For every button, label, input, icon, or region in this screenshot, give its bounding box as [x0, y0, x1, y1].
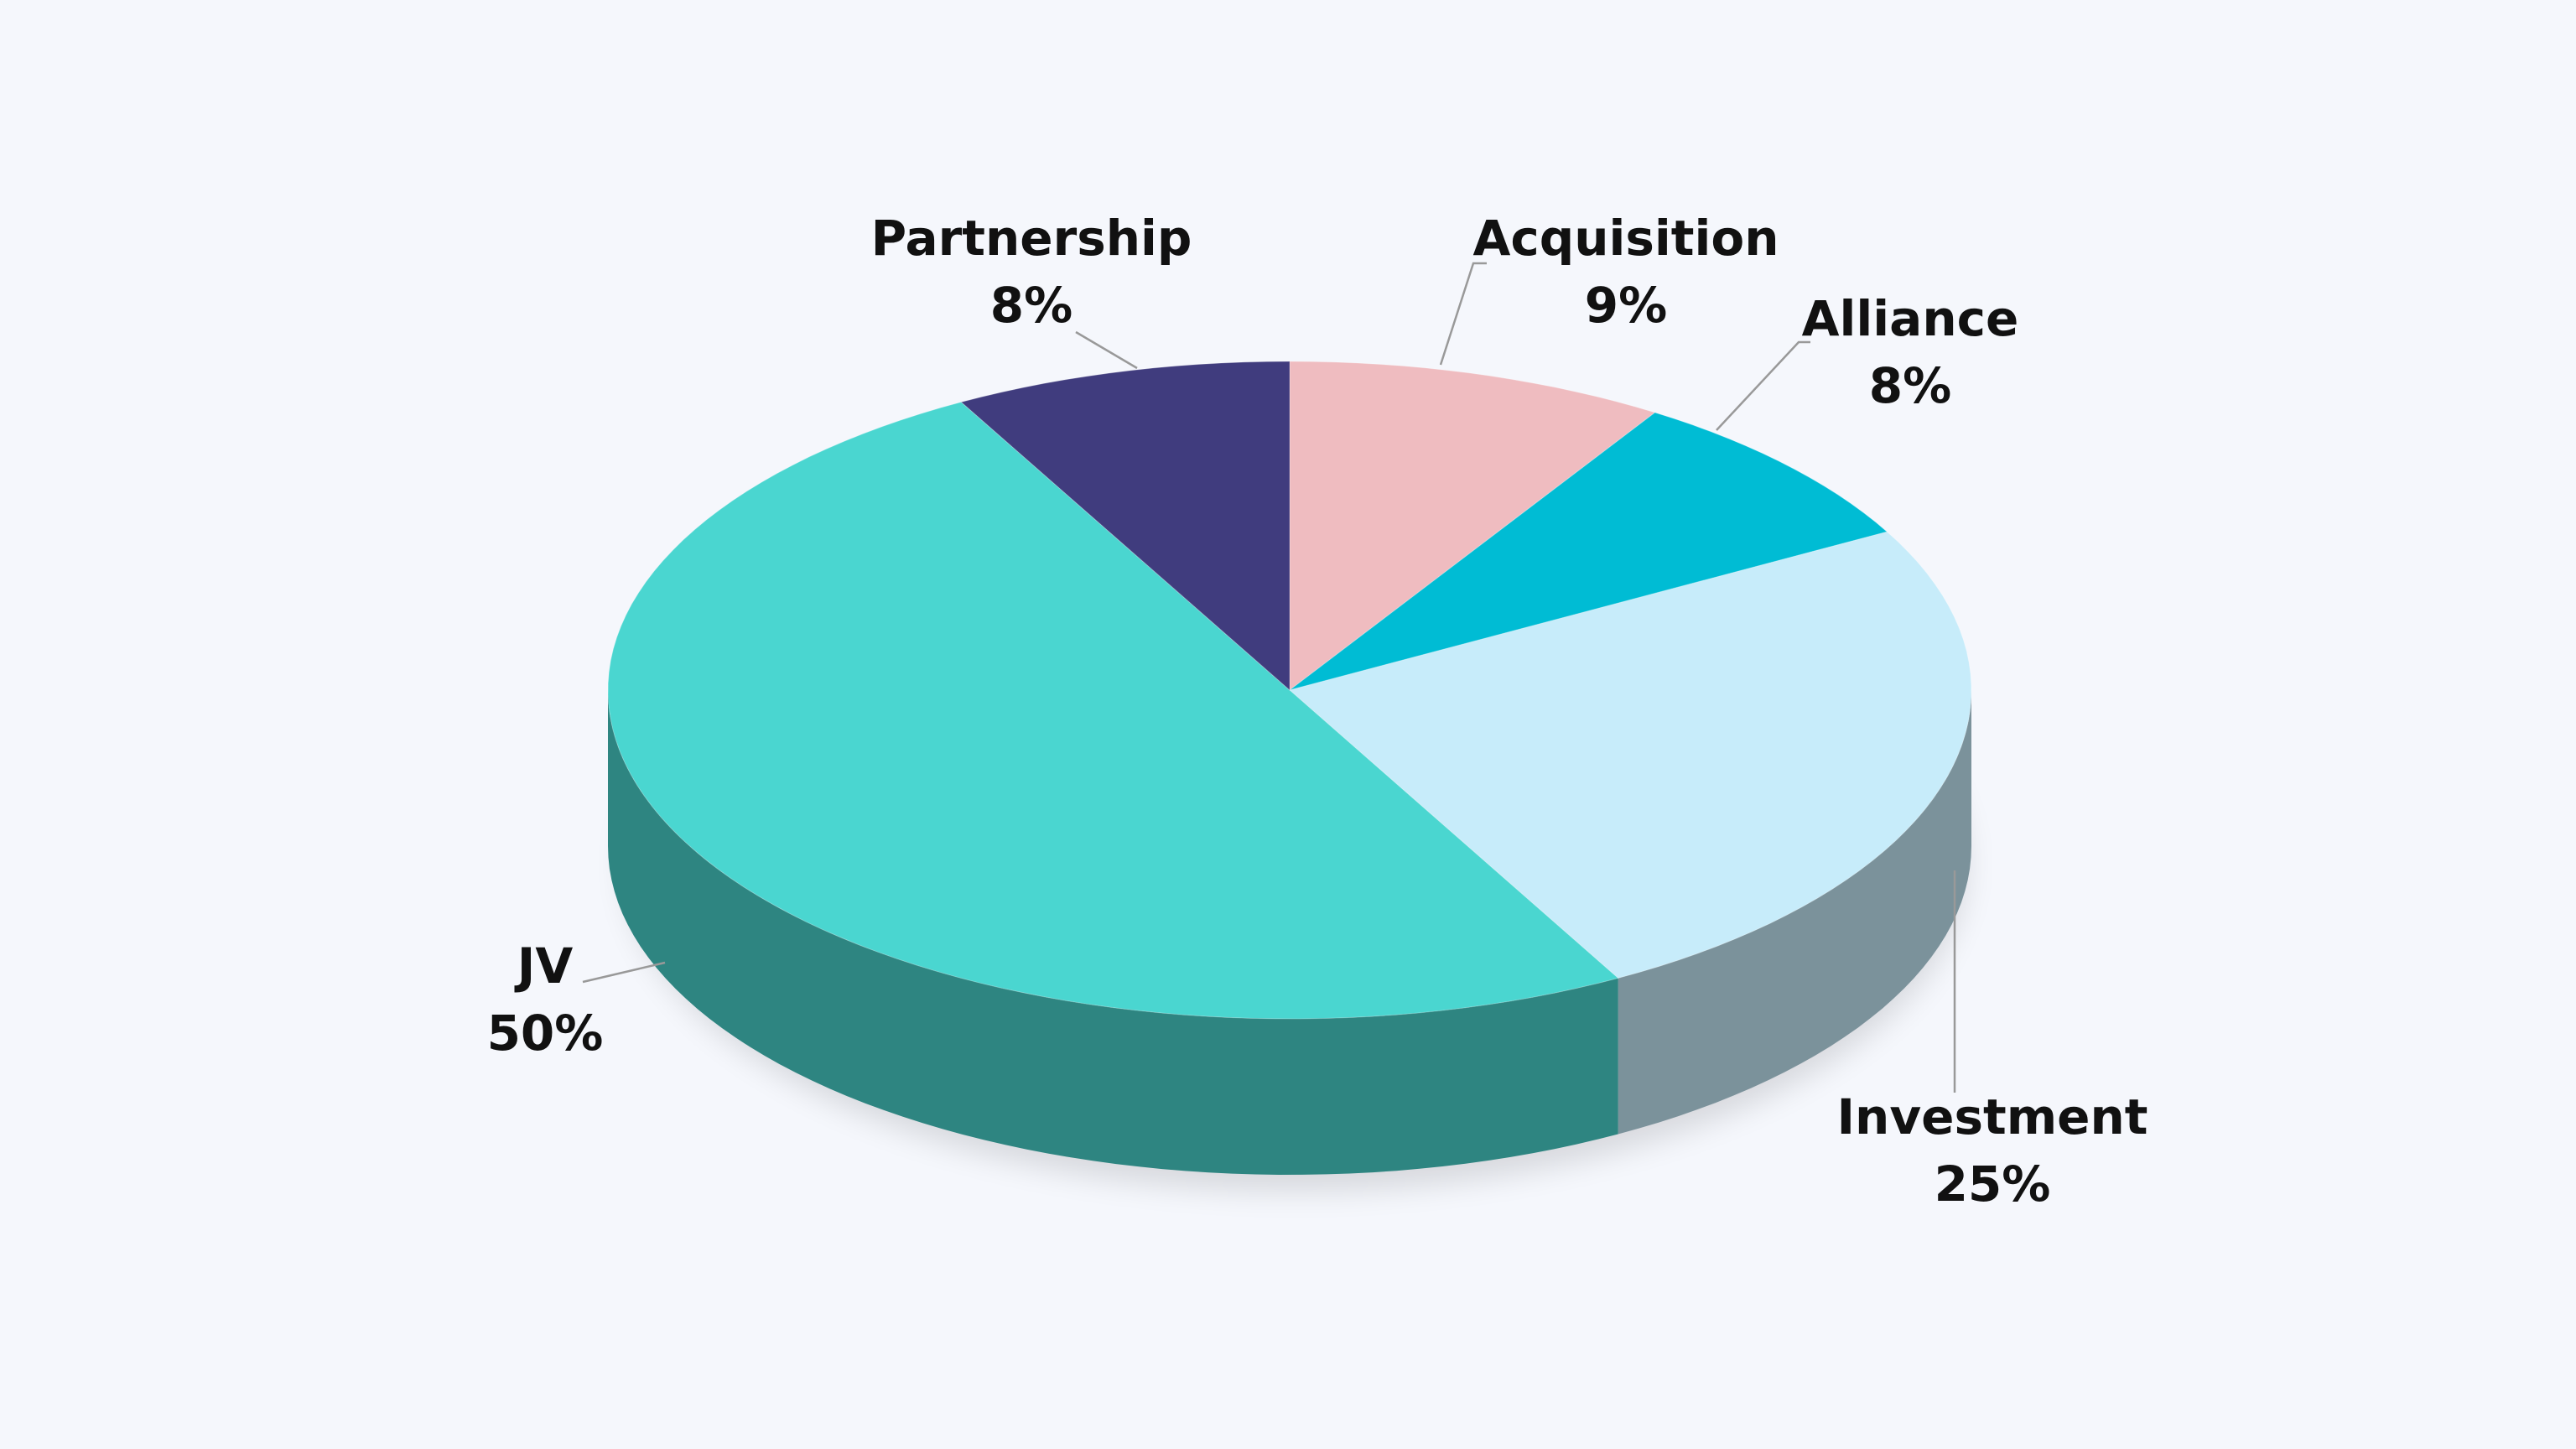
labels: Acquisition 9% Alliance 8% Investment 25% JV 50… — [487, 210, 2148, 1213]
slice-value-label: 8% — [990, 277, 1072, 334]
slice-value-label: 9% — [1585, 277, 1667, 334]
slice-label: Alliance — [1802, 290, 2019, 347]
slice-label: JV — [514, 937, 574, 995]
pie-tops — [607, 361, 1972, 1020]
slice — [607, 401, 1619, 1020]
slice-wall — [608, 690, 1618, 1175]
slice — [1289, 412, 1888, 691]
slice — [1289, 361, 1656, 692]
slice-label: Investment — [1836, 1088, 2148, 1145]
leader-line — [1439, 262, 1487, 366]
slice-value-label: 8% — [1869, 357, 1951, 414]
slice-wall — [1618, 690, 1971, 1135]
slice-label: Acquisition — [1472, 210, 1779, 267]
leader-line — [1716, 340, 1810, 431]
pie-walls — [608, 690, 1971, 1175]
leader-line — [582, 961, 666, 984]
slice — [1288, 531, 1972, 979]
slice-label: Partnership — [871, 210, 1192, 267]
slice-value-label: 50% — [487, 1005, 604, 1062]
slice — [960, 361, 1291, 692]
leader-line — [1075, 330, 1138, 370]
slice-value-label: 25% — [1935, 1156, 2051, 1213]
